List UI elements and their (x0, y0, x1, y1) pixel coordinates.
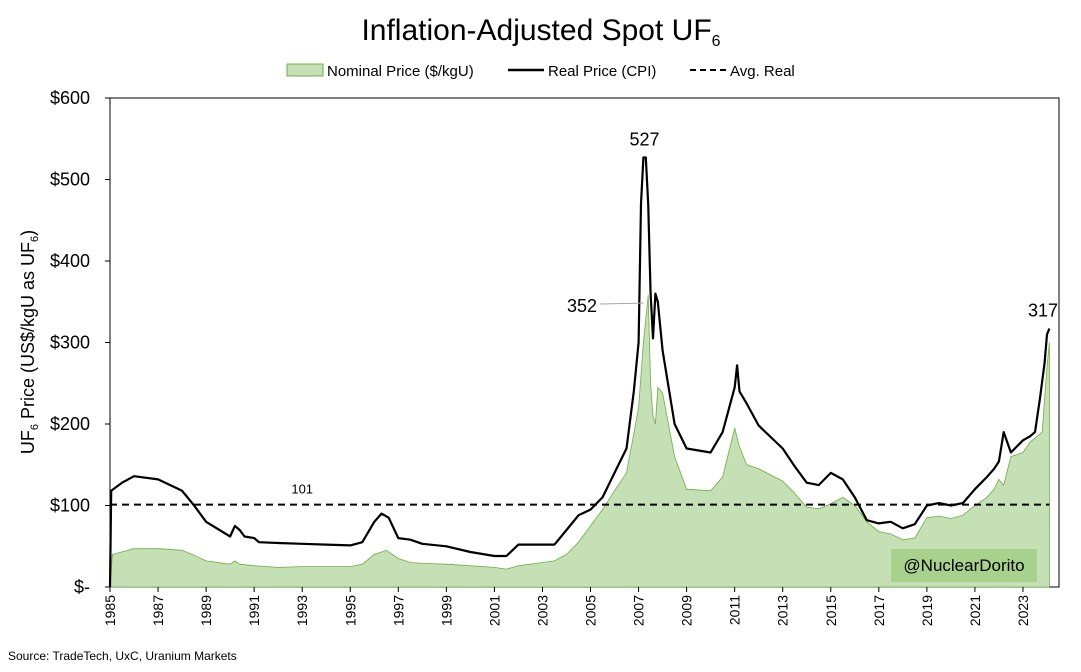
y-tick-label: $400 (50, 251, 90, 271)
y-tick-label: $300 (50, 333, 90, 353)
x-tick-label: 1989 (198, 595, 214, 626)
y-tick-label: $500 (50, 170, 90, 190)
nominal-area (109, 295, 1050, 588)
x-tick-label: 2003 (534, 595, 550, 626)
real-line (108, 156, 1051, 588)
annotation-527: 527 (630, 129, 660, 149)
legend-label-real: Real Price (CPI) (548, 63, 656, 80)
x-tick-label: 2009 (679, 595, 695, 626)
annotation-352-leader (599, 302, 644, 305)
x-tick-label: 1991 (246, 595, 262, 626)
y-tick-label: $- (74, 577, 90, 597)
y-axis: $- $100 $200 $300 $400 $500 $600 (50, 88, 110, 597)
x-tick-label: 2011 (727, 595, 743, 625)
x-tick-label: 2007 (631, 595, 647, 626)
x-tick-label: 1987 (150, 595, 166, 626)
legend-label-nominal: Nominal Price ($/kgU) (327, 63, 474, 80)
annotation-352: 352 (567, 296, 597, 316)
real-series (108, 156, 1051, 588)
legend-label-avg: Avg. Real (730, 63, 795, 80)
x-tick-label: 1985 (102, 595, 118, 626)
x-axis: 1985 1987 1989 1991 1993 1995 1997 1999 2001 2003… (102, 587, 1031, 626)
x-tick-label: 2001 (486, 595, 502, 626)
x-tick-label: 2017 (871, 595, 887, 626)
x-tick-label: 2023 (1015, 595, 1031, 626)
x-tick-label: 2015 (823, 595, 839, 626)
nominal-series (109, 295, 1050, 588)
x-tick-label: 1995 (342, 595, 358, 626)
watermark-box (891, 549, 1037, 582)
source-note: Source: TradeTech, UxC, Uranium Markets (8, 649, 237, 663)
watermark-text: @NuclearDorito (903, 556, 1024, 575)
annotation-101: 101 (291, 482, 313, 497)
x-tick-label: 2005 (583, 595, 599, 626)
y-tick-label: $600 (50, 88, 90, 108)
chart-title: Inflation-Adjusted Spot UF6 (361, 14, 720, 50)
annotation-317: 317 (1028, 301, 1058, 321)
x-tick-label: 1999 (438, 595, 454, 626)
watermark: @NuclearDorito (891, 549, 1037, 582)
x-tick-label: 1997 (390, 595, 406, 626)
y-axis-label: UF6 Price (US$/kgU as UF6) (18, 230, 41, 454)
x-tick-label: 2013 (775, 595, 791, 626)
y-tick-label: $100 (50, 496, 90, 516)
legend: Nominal Price ($/kgU) Real Price (CPI) A… (286, 63, 795, 80)
y-tick-label: $200 (50, 414, 90, 434)
x-tick-label: 1993 (294, 595, 310, 626)
x-tick-label: 2021 (967, 595, 983, 626)
annotations: 527 352 317 101 (291, 129, 1058, 496)
legend-swatch-nominal (286, 63, 324, 77)
x-tick-label: 2019 (919, 595, 935, 626)
